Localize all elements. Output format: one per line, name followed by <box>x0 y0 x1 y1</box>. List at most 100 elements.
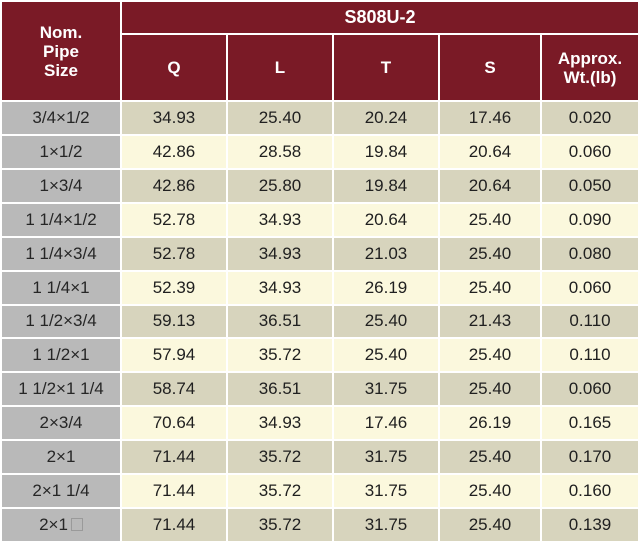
s-value-cell: 25.40 <box>438 507 542 543</box>
pipe-size-label: 2×1 <box>46 447 76 467</box>
l-value-cell: 34.93 <box>226 235 334 272</box>
pipe-size-cell: 2×1 <box>0 439 122 476</box>
q-value-cell: 58.74 <box>120 371 228 408</box>
l-value-cell: 35.72 <box>226 507 334 543</box>
pipe-size-cell: 1 1/2×1 1/4 <box>0 371 122 408</box>
s-value-cell: 25.40 <box>438 269 542 306</box>
table-row: 1×3/4 42.86 25.80 19.84 20.64 0.050 <box>0 167 638 204</box>
q-value-cell: 59.13 <box>120 303 228 340</box>
q-value-cell: 52.78 <box>120 201 228 238</box>
weight-value-cell: 0.170 <box>540 439 638 476</box>
t-value-cell: 25.40 <box>332 337 440 374</box>
t-value-cell: 26.19 <box>332 269 440 306</box>
t-value-cell: 20.64 <box>332 201 440 238</box>
header-nom-pipe-size: Nom. Pipe Size <box>0 0 122 102</box>
t-value-cell: 25.40 <box>332 303 440 340</box>
header-t: T <box>332 33 440 102</box>
pipe-size-label: 1 1/4×1 <box>32 277 90 297</box>
t-value-cell: 31.75 <box>332 473 440 510</box>
t-value-cell: 31.75 <box>332 439 440 476</box>
q-value-cell: 52.39 <box>120 269 228 306</box>
l-value-cell: 25.80 <box>226 167 334 204</box>
t-value-cell: 31.75 <box>332 371 440 408</box>
t-value-cell: 31.75 <box>332 507 440 543</box>
table-row: 1 1/2×1 1/4 58.74 36.51 31.75 25.40 0.060 <box>0 371 638 408</box>
weight-value-cell: 0.165 <box>540 405 638 442</box>
table-row: 1 1/4×3/4 52.78 34.93 21.03 25.40 0.080 <box>0 235 638 272</box>
pipe-size-cell: 1 1/4×1/2 <box>0 201 122 238</box>
weight-value-cell: 0.110 <box>540 337 638 374</box>
table-title: S808U-2 <box>120 0 638 35</box>
s-value-cell: 20.64 <box>438 167 542 204</box>
s-value-cell: 17.46 <box>438 100 542 136</box>
pipe-size-label: 1×1/2 <box>39 141 83 161</box>
pipe-size-cell: 1 1/4×1 <box>0 269 122 306</box>
pipe-size-cell: 2×3/4 <box>0 405 122 442</box>
pipe-size-label: 1 1/2×3/4 <box>25 311 97 331</box>
l-value-cell: 25.40 <box>226 100 334 136</box>
pipe-size-label: 2×1 1/4 <box>32 481 90 501</box>
l-value-cell: 36.51 <box>226 303 334 340</box>
table-row: 1×1/2 42.86 28.58 19.84 20.64 0.060 <box>0 133 638 170</box>
pipe-size-label: 2×3/4 <box>39 413 83 433</box>
pipe-size-label: 1×3/4 <box>39 175 83 195</box>
s-value-cell: 21.43 <box>438 303 542 340</box>
s-value-cell: 25.40 <box>438 371 542 408</box>
l-value-cell: 35.72 <box>226 473 334 510</box>
header-size-line-1: Nom. <box>39 22 83 42</box>
missing-glyph-box-icon <box>70 518 83 532</box>
s-value-cell: 20.64 <box>438 133 542 170</box>
weight-value-cell: 0.080 <box>540 235 638 272</box>
weight-value-cell: 0.110 <box>540 303 638 340</box>
weight-value-cell: 0.160 <box>540 473 638 510</box>
pipe-size-cell: 1×1/2 <box>0 133 122 170</box>
pipe-size-label: 1 1/2×1 1/4 <box>18 379 104 399</box>
weight-value-cell: 0.050 <box>540 167 638 204</box>
s-value-cell: 25.40 <box>438 235 542 272</box>
q-value-cell: 71.44 <box>120 473 228 510</box>
table-row: 3/4×1/2 34.93 25.40 20.24 17.46 0.020 <box>0 100 638 136</box>
q-value-cell: 42.86 <box>120 167 228 204</box>
header-weight-line-1: Approx. <box>557 48 623 68</box>
q-value-cell: 70.64 <box>120 405 228 442</box>
l-value-cell: 34.93 <box>226 405 334 442</box>
header-q: Q <box>120 33 228 102</box>
pipe-size-label: 1 1/4×1/2 <box>25 209 97 229</box>
weight-value-cell: 0.090 <box>540 201 638 238</box>
t-value-cell: 19.84 <box>332 133 440 170</box>
t-value-cell: 19.84 <box>332 167 440 204</box>
table-row: 2×1 1/4 71.44 35.72 31.75 25.40 0.160 <box>0 473 638 510</box>
weight-value-cell: 0.020 <box>540 100 638 136</box>
pipe-size-cell: 2×1 1/4 <box>0 473 122 510</box>
table-row: 1 1/4×1/2 52.78 34.93 20.64 25.40 0.090 <box>0 201 638 238</box>
header-weight-line-2: Wt.(lb) <box>563 67 617 87</box>
table-body: 3/4×1/2 34.93 25.40 20.24 17.46 0.020 1×1/2 42.… <box>0 100 638 543</box>
table-row: 2×1 71.44 35.72 31.75 25.40 0.170 <box>0 439 638 476</box>
q-value-cell: 71.44 <box>120 439 228 476</box>
pipe-size-label: 2×1 <box>39 515 68 535</box>
s-value-cell: 25.40 <box>438 337 542 374</box>
q-value-cell: 42.86 <box>120 133 228 170</box>
header-s: S <box>438 33 542 102</box>
t-value-cell: 17.46 <box>332 405 440 442</box>
table-row: 1 1/2×1 57.94 35.72 25.40 25.40 0.110 <box>0 337 638 374</box>
pipe-size-cell: 1 1/2×1 <box>0 337 122 374</box>
s-value-cell: 25.40 <box>438 473 542 510</box>
t-value-cell: 21.03 <box>332 235 440 272</box>
weight-value-cell: 0.139 <box>540 507 638 543</box>
l-value-cell: 34.93 <box>226 201 334 238</box>
s-value-cell: 25.40 <box>438 439 542 476</box>
weight-value-cell: 0.060 <box>540 269 638 306</box>
pipe-size-label: 3/4×1/2 <box>32 107 90 127</box>
t-value-cell: 20.24 <box>332 100 440 136</box>
q-value-cell: 71.44 <box>120 507 228 543</box>
header-size-line-2: Pipe <box>43 41 79 61</box>
pipe-size-cell: 1 1/2×3/4 <box>0 303 122 340</box>
l-value-cell: 34.93 <box>226 269 334 306</box>
table-row: 2×1 71.44 35.72 31.75 25.40 0.139 <box>0 507 638 543</box>
s-value-cell: 26.19 <box>438 405 542 442</box>
header-approx-weight: Approx. Wt.(lb) <box>540 33 638 102</box>
pipe-size-cell: 3/4×1/2 <box>0 100 122 136</box>
pipe-size-label: 1 1/2×1 <box>32 345 90 365</box>
